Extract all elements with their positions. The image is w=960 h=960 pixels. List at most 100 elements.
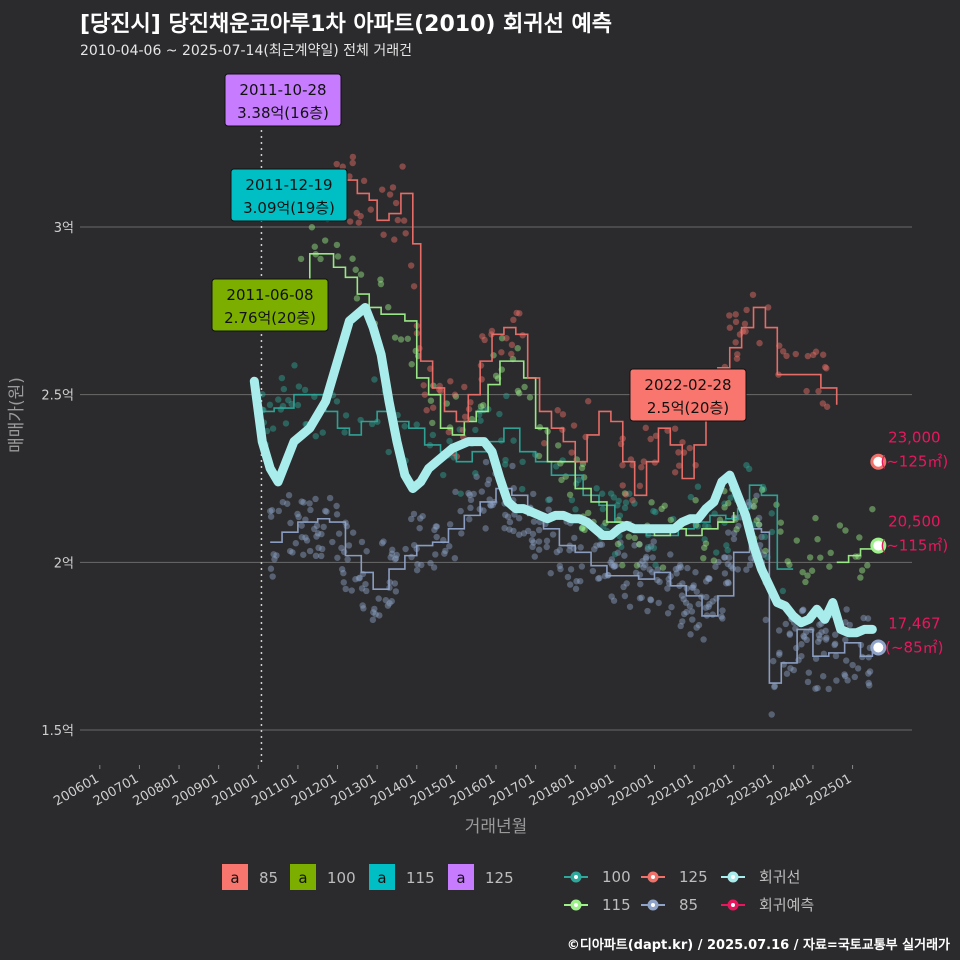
scatter-point-115	[585, 509, 592, 517]
scatter-point-115	[659, 564, 667, 571]
scatter-point-115	[755, 521, 763, 528]
scatter-point-125	[508, 341, 516, 349]
scatter-point-85	[267, 507, 274, 515]
scatter-point-85	[530, 539, 537, 546]
scatter-point-85	[783, 670, 791, 677]
scatter-point-115	[631, 534, 639, 542]
scatter-point-85	[643, 553, 650, 561]
scatter-point-85	[743, 566, 750, 573]
scatter-point-85	[798, 641, 805, 648]
scatter-point-85	[865, 679, 872, 687]
scatter-point-85	[267, 513, 275, 520]
scatter-point-85	[571, 534, 578, 542]
scatter-point-115	[751, 497, 759, 505]
scatter-point-125	[664, 427, 671, 434]
legend-point-center	[731, 875, 735, 879]
scatter-point-85	[279, 498, 287, 506]
scatter-point-115	[536, 424, 544, 431]
scatter-point-85	[486, 496, 493, 503]
scatter-point-85	[770, 657, 777, 665]
scatter-point-85	[338, 544, 345, 552]
scatter-point-85	[676, 562, 684, 569]
scatter-point-85	[376, 612, 383, 619]
scatter-point-85	[668, 603, 675, 611]
scatter-point-85	[319, 545, 326, 553]
scatter-point-125	[360, 177, 368, 185]
scatter-point-115	[333, 241, 341, 249]
scatter-point-100	[475, 411, 483, 418]
scatter-point-85	[849, 661, 856, 669]
scatter-point-115	[317, 255, 324, 263]
legend-box-125	[448, 864, 474, 890]
x-tick-label: 202501	[804, 771, 854, 809]
scatter-point-125	[726, 324, 734, 331]
scatter-point-85	[654, 566, 662, 573]
scatter-point-85	[866, 682, 873, 689]
scatter-point-85	[724, 560, 732, 568]
scatter-point-115	[581, 526, 588, 534]
legend-box-label: 100	[327, 869, 356, 887]
scatter-point-85	[690, 582, 697, 589]
scatter-point-100	[650, 544, 658, 552]
scatter-point-85	[814, 638, 822, 645]
scatter-point-115	[429, 419, 436, 427]
scatter-point-85	[343, 523, 350, 530]
scatter-point-125	[810, 351, 817, 359]
scatter-point-100	[610, 494, 618, 501]
scatter-point-85	[854, 665, 862, 672]
scatter-point-115	[558, 476, 565, 484]
scatter-point-100	[472, 470, 479, 477]
scatter-point-115	[636, 541, 643, 548]
scatter-point-115	[554, 442, 562, 449]
scatter-point-125	[629, 497, 636, 504]
scatter-point-85	[725, 579, 732, 587]
scatter-point-115	[812, 514, 819, 522]
annotation-box	[211, 278, 329, 332]
scatter-point-85	[693, 624, 700, 631]
scatter-point-85	[298, 498, 305, 505]
scatter-point-85	[803, 636, 810, 644]
scatter-point-85	[269, 573, 276, 580]
scatter-point-115	[784, 558, 791, 565]
annotation-box	[230, 168, 348, 222]
scatter-point-100	[446, 437, 453, 445]
scatter-point-85	[556, 546, 564, 554]
scatter-point-85	[458, 530, 465, 537]
regression-line	[249, 302, 877, 638]
y-tick-label: 2.5억	[41, 389, 74, 404]
scatter-point-85	[812, 685, 819, 692]
annotation-2011-10-28: 2011-10-28 3.38억(16층)	[224, 73, 342, 127]
scatter-point-85	[818, 629, 825, 636]
scatter-point-85	[487, 501, 494, 509]
scatter-point-85	[703, 593, 710, 601]
scatter-point-85	[340, 579, 347, 586]
scatter-point-85	[344, 556, 351, 563]
scatter-point-100	[650, 507, 657, 515]
scatter-point-85	[287, 519, 294, 527]
annotation-price: 3.38억(16층)	[237, 104, 329, 122]
scatter-point-85	[501, 524, 508, 532]
scatter-point-125	[407, 262, 415, 269]
scatter-point-125	[570, 422, 578, 429]
scatter-point-115	[762, 547, 769, 555]
scatter-point-100	[291, 362, 298, 369]
scatter-point-85	[553, 548, 561, 556]
scatter-point-85	[358, 538, 366, 546]
trend-lines	[262, 179, 874, 684]
scatter-point-85	[596, 541, 604, 548]
scatter-point-85	[702, 578, 710, 585]
scatter-point-85	[416, 515, 424, 522]
scatter-point-85	[702, 604, 710, 611]
scatter-point-125	[584, 398, 592, 405]
scatter-point-100	[760, 486, 768, 493]
scatter-point-100	[669, 515, 677, 523]
scatter-point-85	[679, 618, 686, 625]
scatter-point-115	[750, 503, 758, 510]
scatter-point-85	[543, 543, 550, 551]
scatter-point-125	[568, 449, 575, 456]
scatter-point-85	[416, 524, 423, 532]
scatter-point-85	[709, 611, 716, 618]
scatter-point-85	[371, 605, 378, 613]
legend-line-label: 125	[679, 868, 708, 886]
scatter-point-85	[392, 555, 400, 562]
